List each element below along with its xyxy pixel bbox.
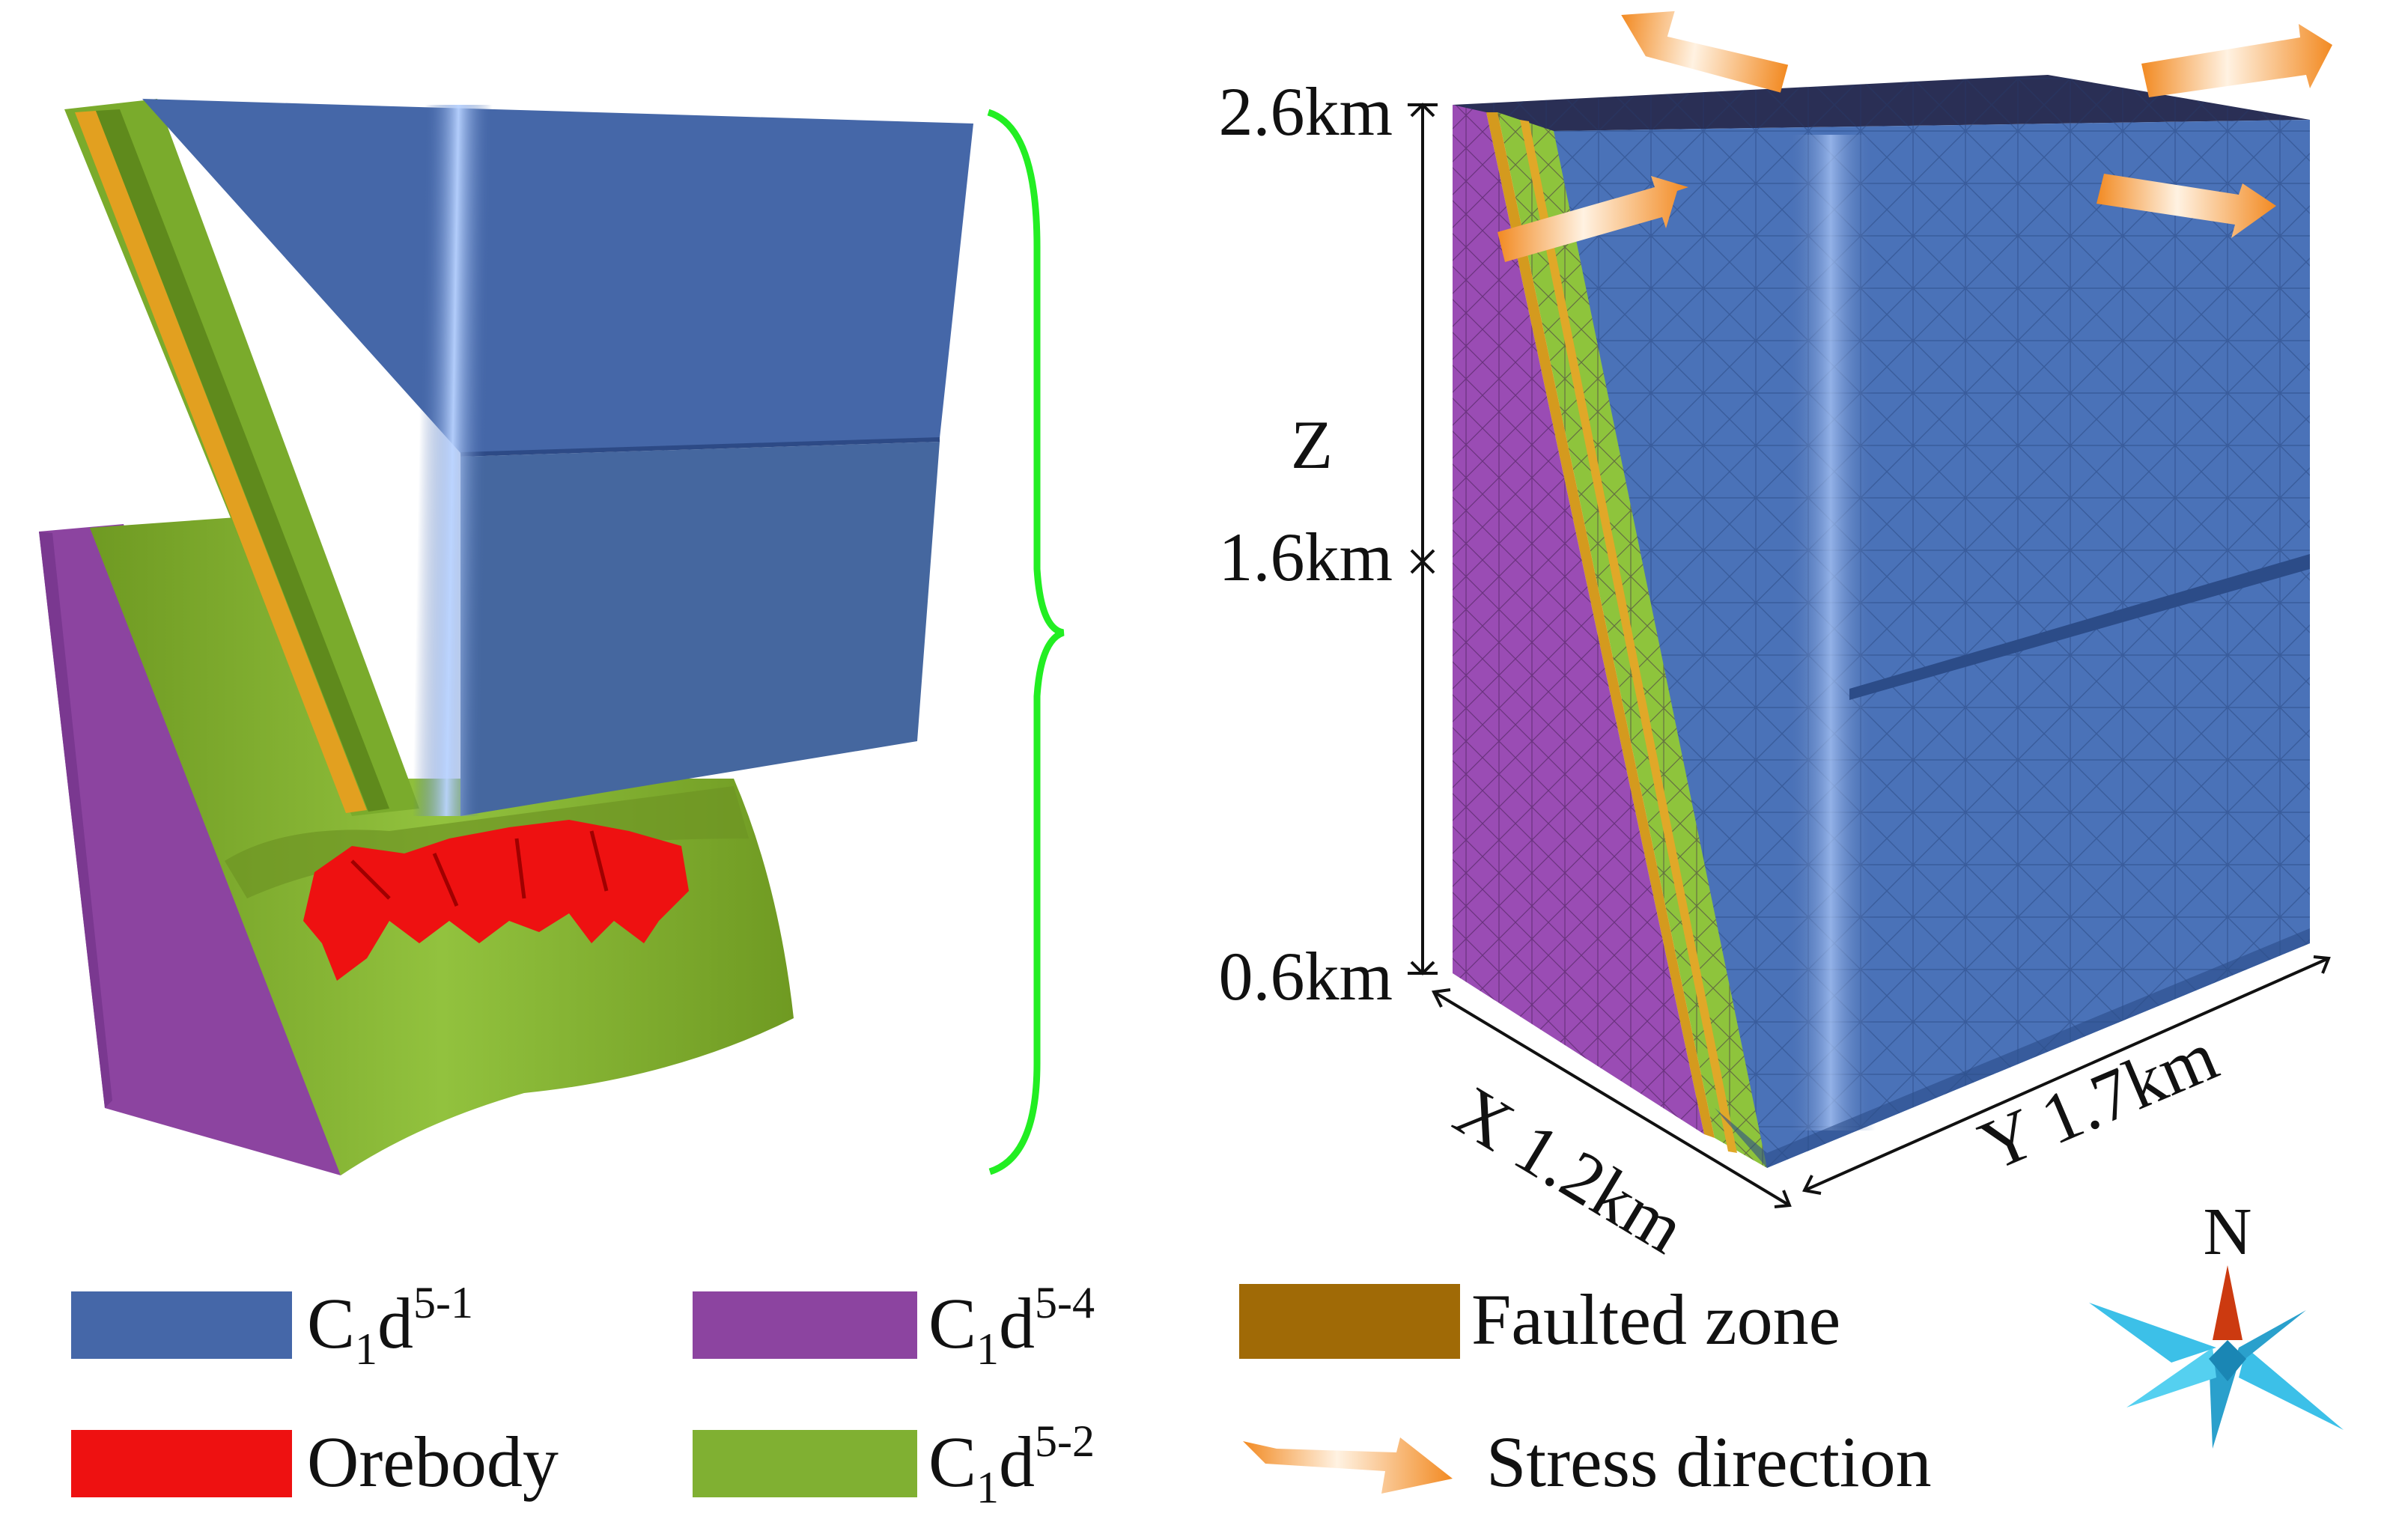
- legend-label-stress-direction: Stress direction: [1486, 1422, 1932, 1502]
- compass-center: [2209, 1340, 2246, 1381]
- compass-north-label: N: [2204, 1195, 2252, 1269]
- mesh-horizontal-step: [1849, 554, 2310, 700]
- mesh-blue-face-texture: [1554, 120, 2310, 1168]
- orebody-left: [303, 820, 689, 981]
- stress-arrow-top-right: [2141, 24, 2332, 97]
- y-dimension-line: [1804, 957, 2329, 1192]
- compass-icon: N: [2089, 1195, 2344, 1449]
- compass-star-bottom: [2209, 1355, 2239, 1449]
- legend-label-faulted-zone: Faulted zone: [1471, 1279, 1840, 1360]
- stress-arrows: [1497, 10, 2332, 262]
- compass-star-left: [2089, 1303, 2216, 1363]
- legend: C1d5-1 Orebody C1d5-4 C1d5-2 Faulted zon…: [71, 1278, 1932, 1512]
- mesh-faulted-zone-2: [1520, 120, 1737, 1153]
- legend-swatch-c1d54: [693, 1291, 917, 1359]
- blue-layer-split-line: [460, 437, 940, 457]
- blue-layer-highlight: [412, 105, 493, 816]
- y-arrow-end: [2313, 955, 2331, 974]
- y-arrow-start: [1802, 1175, 1822, 1195]
- z-top-label: 2.6km: [1218, 73, 1393, 150]
- legend-swatch-c1d51: [71, 1291, 292, 1359]
- x-arrow-end: [1774, 1190, 1792, 1208]
- x-arrow-start: [1431, 988, 1451, 1008]
- x-dimension-line: [1432, 990, 1791, 1207]
- stress-arrow-mid-left: [1497, 176, 1688, 262]
- mesh-purple-face-texture: [1453, 105, 1704, 1134]
- legend-label-c1d51: C1d5-1: [307, 1278, 473, 1374]
- right-mesh-model: [1453, 75, 2310, 1168]
- compass-north-needle: [2213, 1265, 2243, 1340]
- dimension-lines: [1408, 103, 2331, 1208]
- green-brace: [987, 109, 1065, 1175]
- stress-arrow-top-left: [1621, 10, 1789, 93]
- mesh-faulted-zone: [1486, 112, 1715, 1138]
- purple-layer-left-shade: [39, 532, 112, 1108]
- mesh-top-face-texture: [1453, 75, 2310, 131]
- green-sheet-edge-left: [96, 109, 389, 812]
- purple-layer-left: [39, 524, 341, 1175]
- legend-label-orebody: Orebody: [307, 1422, 559, 1502]
- stress-arrow-mid-right: [2096, 174, 2276, 238]
- left-geological-model: [39, 99, 1065, 1175]
- faulted-zone-left: [75, 111, 367, 813]
- legend-swatch-orebody: [71, 1430, 292, 1497]
- legend-label-c1d52: C1d5-2: [928, 1416, 1095, 1512]
- z-mid-label: 1.6km: [1218, 519, 1393, 595]
- legend-swatch-c1d52: [693, 1430, 917, 1497]
- compass-star-lower-left: [2126, 1348, 2216, 1407]
- blue-layer-lower-left: [460, 442, 940, 816]
- z-mid-tick: [1410, 549, 1435, 574]
- mesh-blue-highlight: [1786, 135, 1876, 1130]
- z-bot-label: 0.6km: [1218, 938, 1393, 1014]
- blue-layer-upper-left: [142, 99, 973, 453]
- compass-star-upper-right: [2231, 1310, 2306, 1370]
- legend-stress-arrow-icon: [1243, 1437, 1453, 1494]
- z-axis-label: Z: [1291, 407, 1333, 483]
- legend-label-c1d54: C1d5-4: [928, 1278, 1095, 1374]
- orebody-left-detail: [350, 830, 609, 907]
- compass-star-right: [2239, 1348, 2344, 1430]
- legend-swatch-faulted-zone: [1239, 1284, 1460, 1359]
